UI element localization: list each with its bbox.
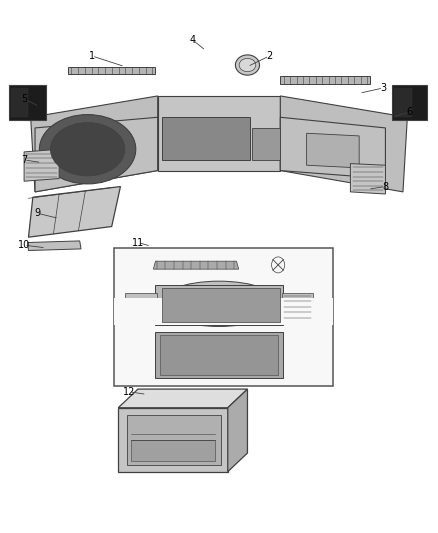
Polygon shape	[282, 293, 313, 321]
Text: 6: 6	[406, 107, 413, 117]
Polygon shape	[153, 261, 239, 269]
Polygon shape	[9, 85, 46, 120]
Text: 12: 12	[123, 387, 135, 397]
Polygon shape	[28, 187, 120, 237]
Polygon shape	[392, 85, 427, 120]
Ellipse shape	[239, 58, 256, 72]
Polygon shape	[158, 96, 280, 171]
Polygon shape	[307, 133, 359, 168]
Polygon shape	[125, 293, 157, 321]
Text: 2: 2	[266, 51, 272, 61]
Polygon shape	[24, 149, 59, 181]
Polygon shape	[252, 128, 280, 160]
Text: 10: 10	[18, 240, 30, 250]
Text: 1: 1	[89, 51, 95, 61]
Polygon shape	[162, 288, 280, 322]
Text: 5: 5	[21, 94, 27, 103]
Polygon shape	[280, 76, 370, 84]
Text: 8: 8	[382, 182, 389, 191]
Polygon shape	[350, 164, 385, 194]
Polygon shape	[155, 332, 283, 378]
Polygon shape	[118, 389, 247, 408]
Polygon shape	[280, 117, 385, 179]
Text: 3: 3	[380, 83, 386, 93]
Polygon shape	[160, 335, 278, 375]
Polygon shape	[131, 440, 215, 461]
Polygon shape	[394, 88, 412, 117]
Polygon shape	[280, 96, 407, 192]
Polygon shape	[228, 389, 247, 472]
Ellipse shape	[158, 281, 280, 326]
Polygon shape	[155, 285, 283, 325]
Polygon shape	[127, 415, 221, 465]
Text: 7: 7	[21, 155, 27, 165]
Polygon shape	[11, 88, 28, 117]
Text: 4: 4	[190, 35, 196, 45]
Polygon shape	[162, 117, 250, 160]
Bar	[114, 298, 333, 325]
Polygon shape	[35, 117, 158, 192]
Ellipse shape	[235, 55, 259, 75]
Text: 11: 11	[132, 238, 144, 247]
Polygon shape	[68, 67, 155, 74]
Polygon shape	[118, 408, 228, 472]
Ellipse shape	[50, 123, 125, 176]
Ellipse shape	[39, 115, 136, 184]
Bar	[114, 248, 333, 386]
Text: 9: 9	[34, 208, 40, 218]
Polygon shape	[28, 241, 81, 251]
Polygon shape	[31, 96, 158, 192]
